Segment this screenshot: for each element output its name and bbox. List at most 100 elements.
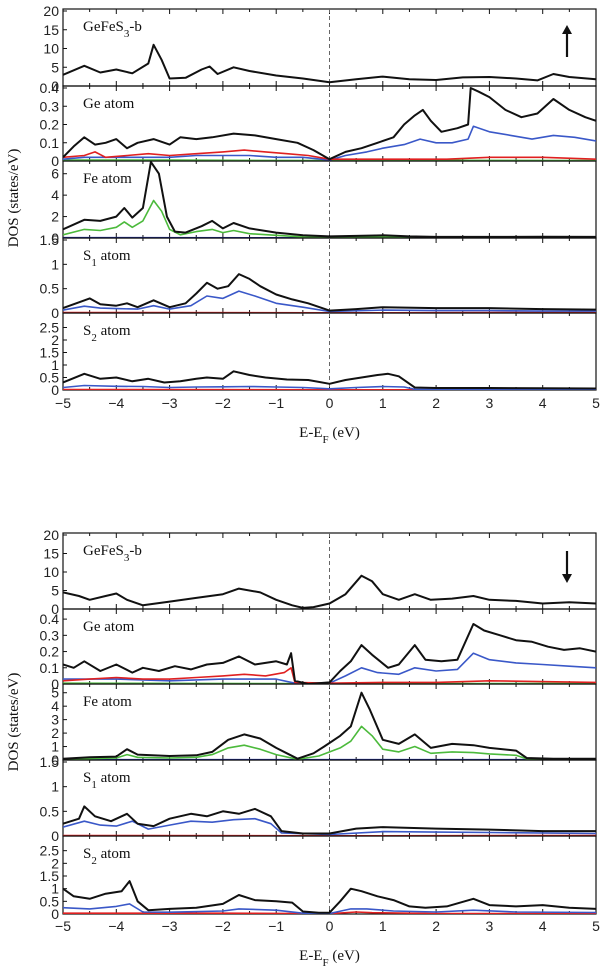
panel-label: S2 atom (83, 323, 131, 344)
y-tick-label: 0.3 (40, 627, 60, 643)
x-tick-label: −1 (268, 918, 284, 934)
xlabel-main: E-E (299, 425, 322, 441)
x-tick-label: −4 (108, 918, 124, 934)
y-tick-label: 1 (51, 881, 59, 897)
panel-label-tail: atom (97, 846, 131, 862)
panel-label: GeFeS3-b (83, 543, 142, 564)
y-tick-label: 4 (51, 187, 59, 203)
panel-label-tail: atom (97, 770, 131, 786)
series-line-s (63, 149, 596, 160)
y-tick-label: 0 (51, 601, 59, 617)
panel-label-sub: 1 (91, 257, 97, 269)
xlabel-sub: F (322, 957, 328, 969)
x-tick-label: 1 (379, 395, 387, 411)
y-tick-label: 5 (51, 59, 59, 75)
y-tick-label: 0 (51, 906, 59, 922)
panel-label-main: GeFeS (83, 543, 124, 559)
y-tick-label: 0 (51, 752, 59, 768)
panel-label-main: Fe atom (83, 171, 132, 187)
panel-label-main: Fe atom (83, 694, 132, 710)
x-axis-label: E-EF (eV) (299, 425, 360, 446)
x-tick-label: −1 (268, 395, 284, 411)
y-tick-label: 0.1 (40, 135, 60, 151)
panel-label: Fe atom (83, 171, 132, 187)
y-tick-label: 0.2 (40, 644, 60, 660)
y-tick-label: 15 (43, 22, 59, 38)
dos-panel: 20 15 10 5 0 GeFeS3-b (43, 527, 597, 617)
series-line-p (63, 290, 596, 313)
series-line-total (63, 574, 596, 609)
y-tick-label: 0.4 (40, 80, 60, 96)
panel-label: GeFeS3-b (83, 19, 142, 40)
series-line-p (63, 125, 596, 161)
panel-label: S1 atom (83, 770, 131, 791)
panel-label-tail: -b (129, 543, 142, 559)
y-tick-label: 4 (51, 698, 59, 714)
y-tick-label: 1.5 (40, 754, 60, 770)
y-tick-label: 1 (51, 256, 59, 272)
y-axis-label: DOS (states/eV) (6, 673, 22, 772)
panel-label-main: S (83, 323, 91, 339)
dos-panel: 0.4 0.3 0.2 0.1 0 Ge atom (40, 80, 597, 169)
y-tick-label: 1.5 (40, 868, 60, 884)
x-tick-label: 0 (326, 918, 334, 934)
series-line-d (63, 725, 596, 760)
series-line-d (63, 199, 596, 238)
series-line-p (63, 903, 596, 914)
y-tick-label: 5 (51, 685, 59, 701)
xlabel-units: (eV) (329, 425, 360, 441)
x-tick-label: 5 (592, 918, 600, 934)
panel-label-main: S (83, 770, 91, 786)
x-tick-label: 1 (379, 918, 387, 934)
panel-label-main: Ge atom (83, 96, 135, 112)
x-tick-label: −2 (215, 395, 231, 411)
x-tick-label: −3 (162, 395, 178, 411)
series-line-total (63, 87, 596, 161)
series-line-p (63, 817, 596, 836)
panel-label-tail: atom (97, 323, 131, 339)
y-tick-label: 0.5 (40, 893, 60, 909)
panel-label-sub: 1 (91, 779, 97, 791)
y-axis-label: DOS (states/eV) (6, 149, 22, 248)
x-tick-label: 2 (432, 395, 440, 411)
y-tick-label: 10 (43, 564, 59, 580)
series-line-p (63, 652, 596, 684)
y-tick-label: 0 (51, 676, 59, 692)
y-tick-label: 2 (51, 725, 59, 741)
y-tick-label: 6 (51, 166, 59, 182)
y-tick-label: 0.2 (40, 117, 60, 133)
y-tick-label: 15 (43, 546, 59, 562)
x-tick-label: 3 (486, 395, 494, 411)
y-tick-label: 0 (51, 382, 59, 398)
y-tick-label: 2.5 (40, 320, 60, 336)
y-tick-label: 0.5 (40, 281, 60, 297)
x-tick-label: −3 (162, 918, 178, 934)
y-tick-label: 3 (51, 712, 59, 728)
panel-label-sub: 2 (91, 855, 97, 867)
y-tick-label: 20 (43, 527, 59, 543)
y-tick-label: 1 (51, 357, 59, 373)
series-line-p (63, 384, 596, 390)
y-tick-label: 0 (51, 305, 59, 321)
panel-label-main: GeFeS (83, 19, 124, 35)
series-line-total (63, 43, 596, 84)
y-tick-label: 20 (43, 3, 59, 19)
panel-label-tail: -b (129, 19, 142, 35)
panel-label-sub: 2 (91, 332, 97, 344)
y-tick-label: 1 (51, 779, 59, 795)
panel-label-main: Ge atom (83, 619, 135, 635)
panel-label: Ge atom (83, 619, 135, 635)
panel-label: Fe atom (83, 694, 132, 710)
series-line-total (63, 623, 596, 684)
xlabel-sub: F (322, 434, 328, 446)
y-tick-label: 10 (43, 41, 59, 57)
xlabel-main: E-E (299, 948, 322, 964)
x-tick-label: −4 (108, 395, 124, 411)
x-axis-label: E-EF (eV) (299, 948, 360, 969)
